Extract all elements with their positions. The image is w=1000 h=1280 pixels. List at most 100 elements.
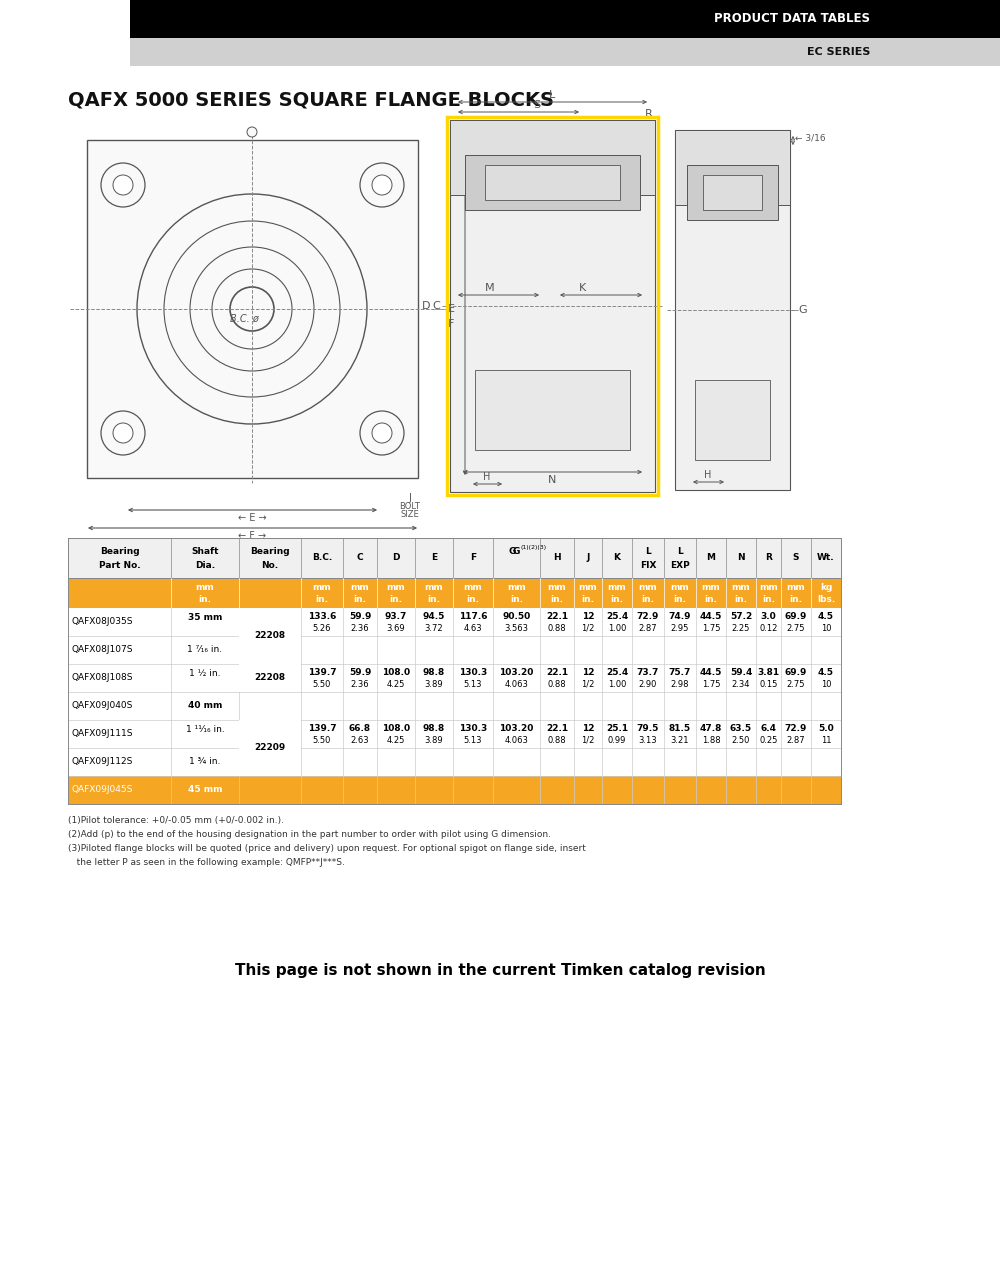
Text: 69.9: 69.9 — [785, 668, 807, 677]
Text: QAFX08J035S: QAFX08J035S — [71, 617, 132, 626]
Text: 2.75: 2.75 — [787, 680, 805, 689]
Text: 0.88: 0.88 — [548, 623, 566, 632]
Bar — [450, 120, 655, 492]
Text: 4.063: 4.063 — [505, 736, 528, 745]
Bar — [695, 380, 770, 460]
Text: 5.50: 5.50 — [313, 680, 331, 689]
Text: 1 ¹¹⁄₁₆ in.: 1 ¹¹⁄₁₆ in. — [186, 726, 224, 735]
Text: mm: mm — [196, 582, 214, 591]
Text: R: R — [645, 109, 653, 119]
Text: 6.4: 6.4 — [761, 724, 776, 733]
Bar — [68, 579, 841, 608]
Bar — [703, 175, 762, 210]
Text: 2.63: 2.63 — [351, 736, 369, 745]
Text: 1 ¾ in.: 1 ¾ in. — [189, 758, 221, 767]
Text: 69.9: 69.9 — [785, 612, 807, 622]
Text: J: J — [586, 553, 590, 562]
Text: 72.9: 72.9 — [785, 724, 807, 733]
Circle shape — [372, 422, 392, 443]
Bar — [475, 370, 630, 451]
Text: 22.1: 22.1 — [546, 668, 568, 677]
Text: 98.8: 98.8 — [423, 724, 445, 733]
Text: in.: in. — [510, 594, 523, 603]
Text: EC SERIES: EC SERIES — [807, 47, 870, 58]
Text: QAFX09J040S: QAFX09J040S — [71, 701, 132, 710]
Text: 117.6: 117.6 — [459, 612, 487, 622]
Circle shape — [101, 163, 145, 207]
Text: 3.89: 3.89 — [425, 680, 443, 689]
Text: mm: mm — [639, 582, 657, 591]
Text: 47.8: 47.8 — [700, 724, 722, 733]
Text: C: C — [357, 553, 363, 562]
Text: 2.25: 2.25 — [732, 623, 750, 632]
Text: L: L — [549, 90, 555, 100]
Bar — [687, 165, 778, 220]
Text: in.: in. — [354, 594, 366, 603]
Text: 1.75: 1.75 — [702, 680, 720, 689]
Text: 25.4: 25.4 — [606, 668, 628, 677]
Text: 44.5: 44.5 — [700, 668, 722, 677]
Text: 40 mm: 40 mm — [188, 701, 222, 710]
Text: SIZE: SIZE — [401, 509, 419, 518]
Text: K: K — [614, 553, 620, 562]
Text: B.C. ø: B.C. ø — [230, 314, 258, 324]
Text: in.: in. — [734, 594, 748, 603]
Bar — [675, 131, 790, 205]
Bar — [68, 664, 841, 692]
Text: 12: 12 — [582, 724, 594, 733]
Text: ← E →: ← E → — [238, 513, 266, 524]
Text: 2.95: 2.95 — [671, 623, 689, 632]
Text: 3.72: 3.72 — [425, 623, 443, 632]
Bar — [68, 719, 841, 748]
Text: 0.88: 0.88 — [548, 680, 566, 689]
Text: 0.12: 0.12 — [759, 623, 778, 632]
Circle shape — [360, 411, 404, 454]
Text: J: J — [409, 493, 411, 503]
Text: 5.26: 5.26 — [313, 623, 331, 632]
Text: M: M — [706, 553, 716, 562]
Text: in.: in. — [610, 594, 624, 603]
Text: 139.7: 139.7 — [308, 668, 336, 677]
Text: 22209: 22209 — [254, 744, 286, 753]
Text: 74.9: 74.9 — [669, 612, 691, 622]
Text: 4.63: 4.63 — [464, 623, 482, 632]
Text: 2.36: 2.36 — [351, 680, 369, 689]
Text: 4.063: 4.063 — [505, 680, 528, 689]
Bar — [130, 0, 1000, 38]
Text: 0.88: 0.88 — [548, 736, 566, 745]
Bar — [68, 692, 841, 719]
Text: 25.1: 25.1 — [606, 724, 628, 733]
Text: 73.7: 73.7 — [637, 668, 659, 677]
Text: mm: mm — [507, 582, 526, 591]
Text: 12: 12 — [582, 668, 594, 677]
Text: 59.9: 59.9 — [349, 612, 371, 622]
Text: F: F — [448, 319, 454, 329]
Text: mm: mm — [759, 582, 778, 591]
Text: 2.75: 2.75 — [787, 623, 805, 632]
Text: M: M — [485, 283, 495, 293]
Text: (1)(2)(3): (1)(2)(3) — [520, 545, 547, 550]
Text: 1 ⁷⁄₁₆ in.: 1 ⁷⁄₁₆ in. — [187, 645, 223, 654]
Text: L: L — [645, 547, 651, 556]
Text: kg: kg — [820, 582, 832, 591]
Text: 3.89: 3.89 — [425, 736, 443, 745]
Text: 3.563: 3.563 — [505, 623, 528, 632]
Text: mm: mm — [608, 582, 626, 591]
Text: FIX: FIX — [640, 562, 656, 571]
Bar — [239, 664, 301, 692]
Text: mm: mm — [425, 582, 443, 591]
Text: 3.69: 3.69 — [387, 623, 405, 632]
Text: 4.5: 4.5 — [818, 668, 834, 677]
Text: 25.4: 25.4 — [606, 612, 628, 622]
Text: 5.13: 5.13 — [464, 680, 482, 689]
Text: (3)Piloted flange blocks will be quoted (price and delivery) upon request. For o: (3)Piloted flange blocks will be quoted … — [68, 844, 586, 852]
Text: G: G — [513, 547, 520, 556]
Circle shape — [360, 163, 404, 207]
Text: (1)Pilot tolerance: +0/-0.05 mm (+0/-0.002 in.).: (1)Pilot tolerance: +0/-0.05 mm (+0/-0.0… — [68, 817, 284, 826]
Text: 5.0: 5.0 — [818, 724, 834, 733]
Text: 1.00: 1.00 — [608, 680, 626, 689]
Text: in.: in. — [428, 594, 440, 603]
Text: 130.3: 130.3 — [459, 668, 487, 677]
Text: 63.5: 63.5 — [730, 724, 752, 733]
Text: PRODUCT DATA TABLES: PRODUCT DATA TABLES — [714, 13, 870, 26]
